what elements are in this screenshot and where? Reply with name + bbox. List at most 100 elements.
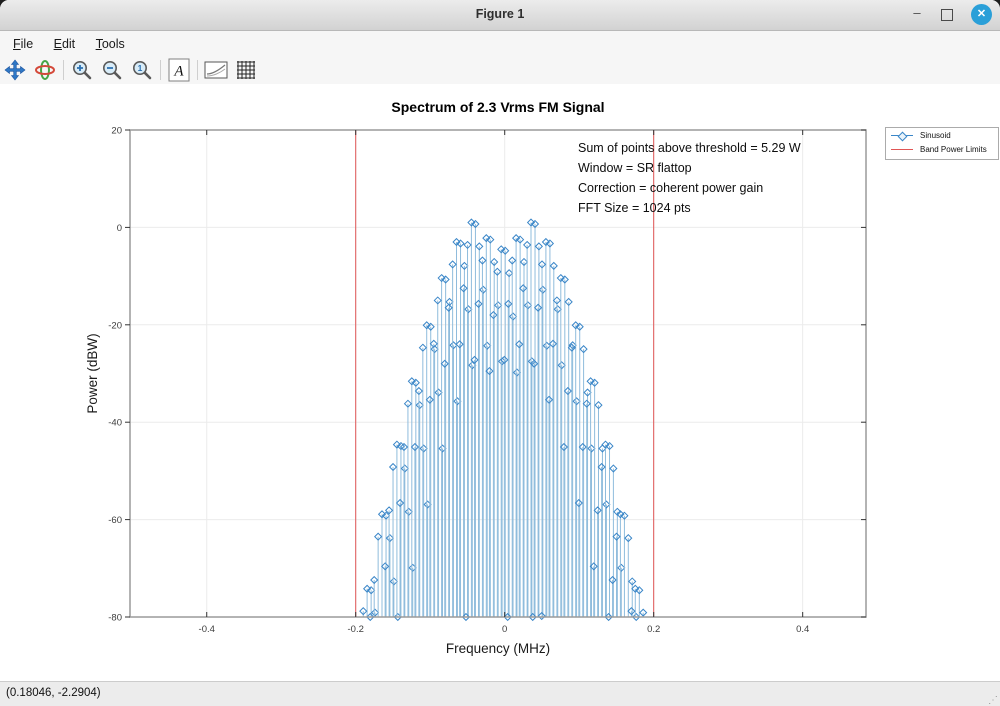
rotate-button[interactable] xyxy=(30,58,60,82)
stem-marker-diamond xyxy=(489,310,498,320)
toolbar-separator xyxy=(160,60,161,80)
stem-marker-diamond xyxy=(593,506,602,515)
stem-marker-diamond xyxy=(441,275,450,284)
y-tick-label: 20 xyxy=(111,126,122,137)
zoom-original-button[interactable]: 1 xyxy=(127,58,157,82)
stem-marker-diamond xyxy=(541,237,551,247)
stem-marker-diamond xyxy=(395,498,405,508)
stem-marker-diamond xyxy=(528,612,537,622)
stem-marker-diamond xyxy=(459,284,468,293)
stem-marker-diamond xyxy=(503,612,512,622)
cursor-coordinates: (0.18046, -2.2904) xyxy=(6,687,101,699)
pan-icon xyxy=(4,59,26,81)
axis-ticks xyxy=(125,129,866,618)
zoom-original-icon: 1 xyxy=(133,61,152,80)
legend-label: Sinusoid xyxy=(920,131,951,140)
stem-marker-diamond xyxy=(594,401,603,410)
maximize-icon xyxy=(941,9,953,21)
x-tick-label: 0.2 xyxy=(647,624,660,635)
stem-marker-diamond xyxy=(605,441,614,451)
stem-marker-diamond xyxy=(482,234,491,243)
stem-marker-diamond xyxy=(590,378,599,387)
stem-marker-diamond xyxy=(385,533,395,543)
x-tick-label: -0.4 xyxy=(199,624,215,635)
stem-marker-diamond xyxy=(460,261,469,270)
insert-text-button[interactable]: A xyxy=(164,58,194,82)
axis-box xyxy=(129,129,867,618)
stem-marker-diamond xyxy=(589,562,598,571)
status-bar: (0.18046, -2.2904) ⋰ xyxy=(0,681,1000,706)
stem-marker-diamond xyxy=(587,444,596,453)
stem-marker-diamond xyxy=(461,612,471,622)
stem-marker-diamond xyxy=(530,219,540,229)
grid-toggle-button[interactable] xyxy=(231,58,261,82)
stem-marker-diamond xyxy=(486,235,495,244)
stem-marker-diamond xyxy=(572,397,581,406)
axes-config-button[interactable] xyxy=(201,58,231,82)
stem-marker-diamond xyxy=(579,345,588,354)
stem-marker-diamond xyxy=(363,584,372,593)
maximize-button[interactable] xyxy=(936,4,958,26)
stem-marker-diamond xyxy=(493,267,502,276)
pan-button[interactable] xyxy=(0,58,30,82)
resize-grip-icon[interactable]: ⋰ xyxy=(988,695,998,706)
axes-config-icon xyxy=(204,61,228,79)
stem-marker-diamond xyxy=(415,401,424,410)
close-button[interactable]: ✕ xyxy=(971,4,992,25)
annotation-text: Sum of points above threshold = 5.29 W W… xyxy=(578,138,801,218)
stem-marker-diamond xyxy=(519,257,529,267)
stem-marker-diamond xyxy=(552,296,562,305)
stem-marker-diamond xyxy=(419,444,428,453)
stem-marker-diamond xyxy=(494,301,503,310)
zoom-out-icon xyxy=(103,61,122,80)
stem-marker-diamond xyxy=(617,563,626,572)
stem-marker-diamond xyxy=(374,532,383,541)
stem-marker-diamond xyxy=(430,345,439,354)
legend-entry-band-limits: Band Power Limits xyxy=(886,143,998,156)
stem-marker-diamond xyxy=(475,242,484,251)
menu-edit[interactable]: Edit xyxy=(53,37,76,51)
insert-text-icon: A xyxy=(168,58,190,82)
stem-marker-diamond xyxy=(516,235,525,244)
stem-marker-diamond xyxy=(414,386,423,396)
toolbar-separator xyxy=(63,60,64,80)
plot-canvas[interactable]: -0.4 -0.2 0 0.2 0.4 20 0 -20 -40 -60 -80 Frequency … xyxy=(0,84,1000,680)
stem-marker-diamond xyxy=(559,442,569,452)
stem-marker-diamond xyxy=(567,343,576,352)
stem-marker-diamond xyxy=(370,575,379,585)
toolbar-separator xyxy=(197,60,198,80)
stem-marker-diamond xyxy=(523,301,533,310)
stem-marker-diamond xyxy=(616,510,625,519)
stem-marker-diamond xyxy=(464,305,473,314)
stem-marker-diamond xyxy=(609,464,618,473)
zoom-in-icon xyxy=(73,61,92,80)
minimize-button[interactable]: – xyxy=(913,5,921,20)
stem-marker-diamond xyxy=(440,359,449,368)
title-bar[interactable]: Figure 1 – ✕ xyxy=(0,0,1000,31)
stem-marker-diamond xyxy=(604,612,613,622)
stem-marker-diamond xyxy=(578,442,587,452)
menu-tools[interactable]: Tools xyxy=(95,37,125,51)
stem-marker-diamond xyxy=(359,607,368,616)
menu-file[interactable]: File xyxy=(13,37,34,51)
stem-marker-diamond xyxy=(389,577,398,586)
figure-canvas[interactable]: -0.4 -0.2 0 0.2 0.4 20 0 -20 -40 -60 -80 Frequency … xyxy=(0,84,1000,680)
zoom-in-button[interactable] xyxy=(67,58,97,82)
stem-marker-diamond xyxy=(602,500,611,509)
zoom-out-button[interactable] xyxy=(97,58,127,82)
stem-marker-diamond xyxy=(471,219,480,229)
stem-marker-diamond xyxy=(544,395,554,404)
x-tick-label: 0 xyxy=(502,624,507,635)
stem-marker-diamond xyxy=(455,340,464,349)
stem-marker-diamond xyxy=(612,532,621,541)
stem-marker-diamond xyxy=(418,343,427,352)
stem-marker-diamond xyxy=(478,256,487,265)
legend-entry-sinusoid: Sinusoid xyxy=(886,129,998,142)
stem-marker-diamond xyxy=(483,341,492,350)
grid-toggle-icon xyxy=(237,61,255,79)
stem-marker-diamond xyxy=(533,303,543,312)
stem-marker-diamond xyxy=(511,234,521,243)
stem-marker-diamond xyxy=(425,395,434,404)
stem-marker-diamond xyxy=(452,237,461,247)
